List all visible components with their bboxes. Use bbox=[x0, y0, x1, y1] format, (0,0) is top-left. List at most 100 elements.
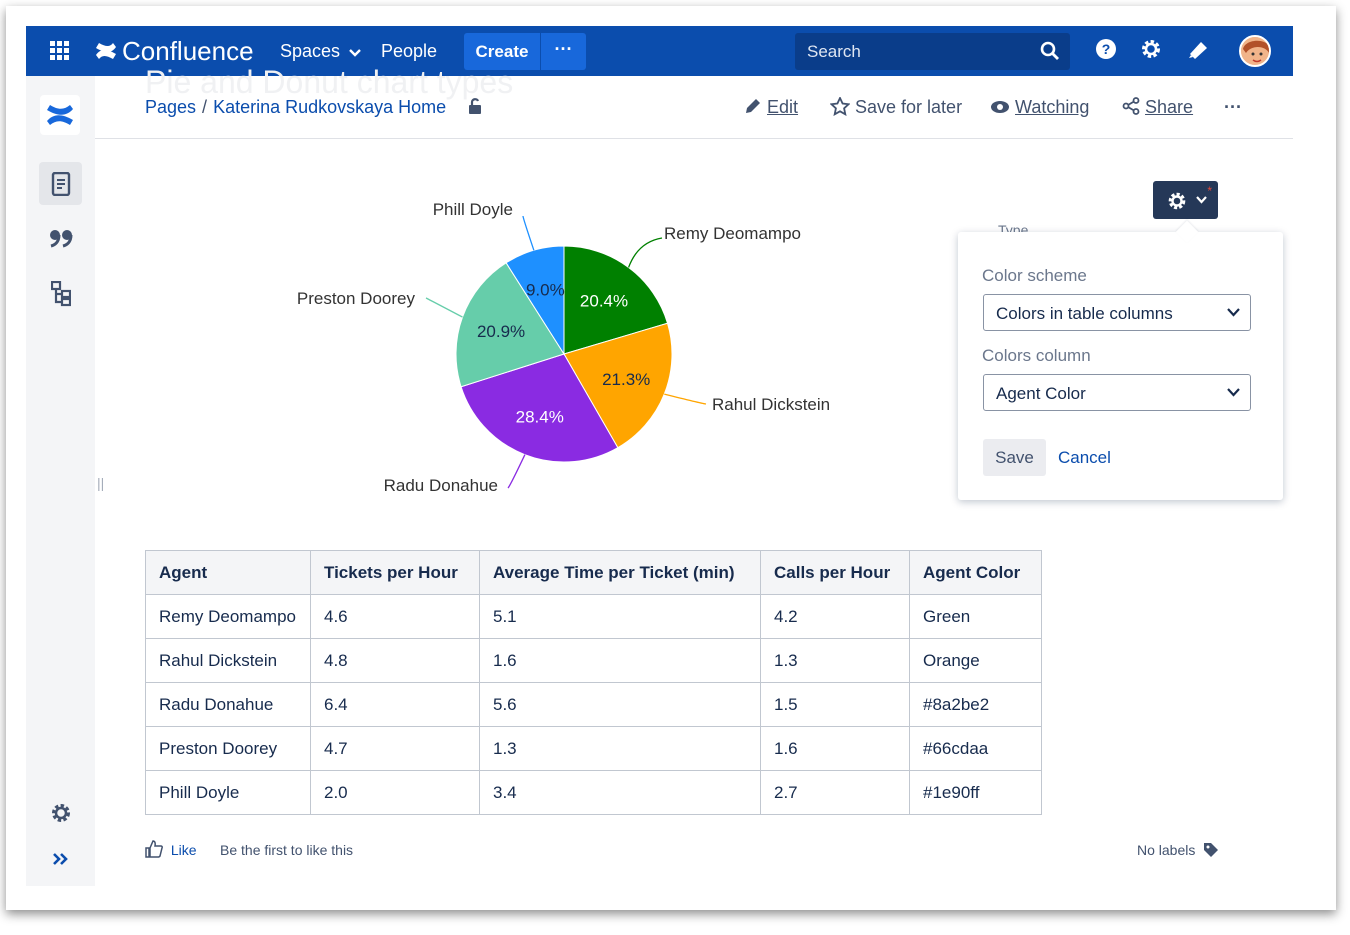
unlocked-padlock-icon[interactable] bbox=[467, 97, 483, 115]
table-cell: Orange bbox=[909, 638, 1042, 683]
svg-text:?: ? bbox=[1102, 41, 1111, 57]
table-row: Phill Doyle 2.0 3.4 2.7 #1e90ff bbox=[145, 770, 1042, 815]
chart-settings-panel: Color scheme Colors in table columns Col… bbox=[958, 232, 1283, 500]
space-logo-icon[interactable] bbox=[40, 95, 80, 135]
user-avatar[interactable] bbox=[1239, 35, 1271, 67]
pie-slice[interactable] bbox=[460, 353, 619, 463]
table-row: Radu Donahue 6.4 5.6 1.5 #8a2be2 bbox=[145, 682, 1042, 727]
sidebar-pages-button[interactable] bbox=[39, 162, 82, 205]
app-switcher-icon[interactable] bbox=[50, 41, 70, 61]
search-input[interactable]: Search bbox=[795, 33, 1070, 70]
table-header-row: Agent Tickets per Hour Average Time per … bbox=[145, 550, 1042, 595]
like-label: Like bbox=[170, 842, 197, 858]
share-button[interactable]: Share bbox=[1122, 97, 1193, 118]
table-cell: 1.3 bbox=[479, 726, 761, 771]
sidebar-blog-button[interactable] bbox=[39, 217, 82, 260]
callout-line bbox=[507, 454, 526, 489]
column-header[interactable]: Calls per Hour bbox=[760, 550, 910, 595]
page-tree-icon bbox=[51, 281, 71, 307]
edit-label: Edit bbox=[767, 97, 799, 117]
spaces-menu[interactable]: Spaces bbox=[280, 26, 361, 76]
save-for-later-label: Save for later bbox=[855, 97, 963, 117]
expand-sidebar-icon[interactable] bbox=[52, 852, 70, 866]
like-button[interactable]: Like bbox=[145, 840, 197, 858]
breadcrumb-separator: / bbox=[202, 97, 208, 117]
colors-column-value: Agent Color bbox=[996, 384, 1086, 403]
table-cell: 5.6 bbox=[479, 682, 761, 727]
color-scheme-value: Colors in table columns bbox=[996, 304, 1173, 323]
confluence-logo-icon[interactable] bbox=[94, 40, 118, 62]
sidebar-resize-handle[interactable]: || bbox=[97, 475, 105, 491]
agent-data-table: Agent Tickets per Hour Average Time per … bbox=[145, 550, 1042, 815]
table-cell: 1.6 bbox=[479, 638, 761, 683]
pie-slice[interactable] bbox=[455, 262, 565, 388]
watching-button[interactable]: Watching bbox=[990, 97, 1089, 118]
table-cell: Phill Doyle bbox=[145, 770, 311, 815]
table-cell: 1.5 bbox=[760, 682, 910, 727]
no-labels-text: No labels bbox=[1137, 842, 1196, 858]
app-name[interactable]: Confluence bbox=[122, 36, 254, 66]
table-cell: Remy Deomampo bbox=[145, 594, 311, 639]
create-more-button[interactable]: ··· bbox=[554, 39, 573, 59]
search-icon[interactable] bbox=[1040, 41, 1060, 61]
callout-line bbox=[664, 393, 707, 405]
help-icon[interactable]: ? bbox=[1095, 38, 1117, 60]
chart-settings-button[interactable]: * bbox=[1153, 181, 1218, 219]
people-link[interactable]: People bbox=[381, 41, 438, 61]
share-label: Share bbox=[1145, 97, 1194, 117]
tag-icon bbox=[1204, 843, 1219, 857]
table-cell: #1e90ff bbox=[909, 770, 1042, 815]
slice-percent-label: 28.4% bbox=[516, 407, 564, 426]
pie-slice[interactable] bbox=[505, 245, 565, 356]
edit-button[interactable]: Edit bbox=[744, 97, 798, 118]
create-button-group: Create ··· bbox=[464, 33, 586, 70]
table-cell: 2.7 bbox=[760, 770, 910, 815]
settings-gear-icon[interactable] bbox=[1140, 38, 1162, 60]
table-row: Remy Deomampo 4.6 5.1 4.2 Green bbox=[145, 594, 1042, 639]
header-divider bbox=[95, 138, 1293, 139]
slice-name-label: Radu Donahue bbox=[384, 476, 498, 495]
search-placeholder: Search bbox=[807, 42, 861, 61]
table-cell: 2.0 bbox=[310, 770, 480, 815]
slice-percent-label: 9.0% bbox=[526, 281, 565, 300]
page-title-ghost: Pie and Donut chart types bbox=[145, 64, 514, 100]
quote-icon bbox=[50, 230, 73, 248]
color-scheme-select[interactable]: Colors in table columns bbox=[983, 294, 1251, 331]
colors-column-label: Colors column bbox=[982, 346, 1091, 365]
column-header[interactable]: Agent bbox=[145, 550, 311, 595]
space-settings-gear-icon[interactable] bbox=[50, 802, 72, 824]
save-for-later-button[interactable]: Save for later bbox=[829, 95, 963, 118]
slice-name-label: Phill Doyle bbox=[433, 200, 513, 219]
notifications-megaphone-icon[interactable] bbox=[1187, 38, 1211, 60]
sidebar-hierarchy-button[interactable] bbox=[39, 272, 82, 315]
breadcrumb: Pages / Katerina Rudkovskaya Home bbox=[145, 97, 483, 118]
table-cell: 5.1 bbox=[479, 594, 761, 639]
chevron-down-icon bbox=[349, 49, 361, 57]
changed-indicator: * bbox=[1207, 184, 1212, 198]
labels-area[interactable]: No labels bbox=[1137, 842, 1219, 858]
table-row: Preston Doorey 4.7 1.3 1.6 #66cdaa bbox=[145, 726, 1042, 771]
breadcrumb-home-link[interactable]: Katerina Rudkovskaya Home bbox=[213, 97, 447, 117]
colors-column-select[interactable]: Agent Color bbox=[983, 374, 1251, 411]
table-cell: 4.8 bbox=[310, 638, 480, 683]
column-header[interactable]: Tickets per Hour bbox=[310, 550, 480, 595]
thumbs-up-icon bbox=[145, 840, 163, 858]
breadcrumb-pages-link[interactable]: Pages bbox=[145, 97, 197, 117]
column-header[interactable]: Agent Color bbox=[909, 550, 1042, 595]
pie-slice[interactable] bbox=[563, 322, 673, 449]
table-cell: 3.4 bbox=[479, 770, 761, 815]
table-cell: 4.7 bbox=[310, 726, 480, 771]
first-like-text: Be the first to like this bbox=[220, 842, 354, 858]
slice-percent-label: 20.4% bbox=[580, 291, 628, 310]
table-cell: 4.6 bbox=[310, 594, 480, 639]
color-scheme-label: Color scheme bbox=[982, 266, 1087, 285]
save-button[interactable]: Save bbox=[983, 439, 1046, 476]
create-button[interactable]: Create bbox=[475, 42, 529, 61]
cancel-button[interactable]: Cancel bbox=[1058, 448, 1111, 467]
more-actions-button[interactable]: ··· bbox=[1224, 97, 1242, 117]
create-divider bbox=[540, 33, 541, 70]
pie-slice[interactable] bbox=[563, 245, 669, 355]
slice-name-label: Remy Deomampo bbox=[664, 224, 801, 243]
slice-name-label: Preston Doorey bbox=[297, 289, 416, 308]
column-header[interactable]: Average Time per Ticket (min) bbox=[479, 550, 761, 595]
